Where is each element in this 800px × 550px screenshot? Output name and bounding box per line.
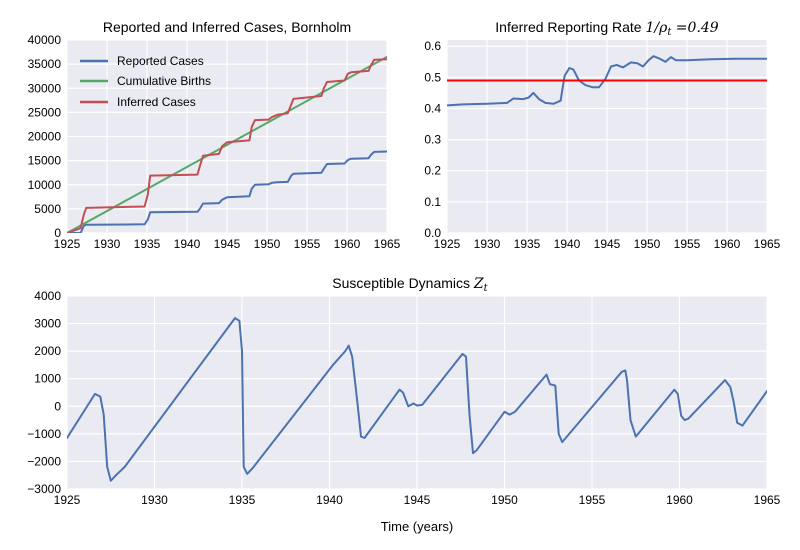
series-lines: [447, 55, 767, 107]
series-lines: [67, 55, 387, 233]
chart-title: Inferred Reporting Rate 1/ρt =0.49: [495, 19, 719, 38]
y-tick-label: 40000: [28, 33, 62, 47]
x-tick-labels: 1925 1930 1935 1940 1945 1950 1955 1960 1965: [54, 493, 781, 507]
y-tick-labels: 0 5000 10000 15000 20000 25000 30000 35000 40000: [28, 33, 62, 240]
series-line-1-0: [447, 55, 767, 107]
title-math: 1/ρ: [645, 20, 668, 36]
x-tick-label: 1940: [316, 493, 343, 507]
y-tick-label: −3000: [27, 482, 61, 496]
x-tick-label: 1965: [754, 493, 781, 507]
legend-label-reported: Reported Cases: [117, 54, 204, 68]
y-tick-label: 15000: [28, 154, 62, 168]
y-tick-label: 4000: [34, 289, 61, 303]
panel-reporting-rate: 1925 1930 1935 1940 1945 1950 1955 1960 1965 0.0…: [424, 19, 780, 251]
y-tick-labels: −3000 −2000 −1000 0 1000 2000 3000 4000: [27, 289, 61, 496]
y-tick-label: 2000: [34, 344, 61, 358]
x-tick-label: 1925: [434, 237, 461, 251]
panel-susceptible-dynamics: 1925 1930 1935 1940 1945 1950 1955 1960 1965 −30…: [27, 275, 780, 534]
series-line-0-2: [67, 58, 387, 233]
legend-label-inferred: Inferred Cases: [117, 95, 196, 109]
x-tick-label: 1925: [54, 493, 81, 507]
y-tick-label: 0.5: [424, 70, 441, 84]
x-tick-label: 1955: [674, 237, 701, 251]
grid: [66, 295, 768, 490]
x-tick-label: 1955: [294, 237, 321, 251]
y-tick-label: 5000: [34, 202, 61, 216]
x-tick-labels: 1925 1930 1935 1940 1945 1950 1955 1960 1965: [434, 237, 781, 251]
y-tick-label: 30000: [28, 81, 62, 95]
series-line-0-0: [67, 150, 387, 233]
grid: [446, 40, 768, 234]
y-tick-label: 10000: [28, 178, 62, 192]
x-tick-label: 1960: [666, 493, 693, 507]
x-tick-label: 1965: [754, 237, 781, 251]
y-tick-label: 25000: [28, 105, 62, 119]
x-tick-label: 1930: [474, 237, 501, 251]
x-tick-label: 1930: [141, 493, 168, 507]
y-tick-label: 0.4: [424, 101, 441, 115]
title-prefix: Inferred Reporting Rate: [495, 19, 645, 35]
x-tick-label: 1950: [491, 493, 518, 507]
panel-reported-inferred-cases: 1925 1930 1935 1940 1945 1950 1955 1960 1965 0 50…: [28, 19, 401, 251]
x-tick-label: 1930: [94, 237, 121, 251]
y-tick-label: 0.2: [424, 164, 441, 178]
y-tick-label: 0: [54, 226, 61, 240]
title-prefix: Susceptible Dynamics: [332, 275, 474, 291]
y-tick-label: 35000: [28, 57, 62, 71]
title-suffix: =0.49: [671, 20, 718, 36]
y-tick-label: 0.0: [424, 226, 441, 240]
x-tick-label: 1955: [579, 493, 606, 507]
y-tick-label: 0.1: [424, 195, 441, 209]
y-tick-labels: 0.0 0.1 0.2 0.3 0.4 0.5 0.6: [424, 39, 441, 240]
x-tick-label: 1945: [214, 237, 241, 251]
x-tick-label: 1940: [174, 237, 201, 251]
y-tick-label: −2000: [27, 454, 61, 468]
y-tick-label: 0: [54, 399, 61, 413]
x-tick-labels: 1925 1930 1935 1940 1945 1950 1955 1960 1965: [54, 237, 401, 251]
grid: [66, 39, 388, 234]
x-tick-label: 1945: [404, 493, 431, 507]
series-line-2-0: [67, 317, 767, 482]
x-tick-label: 1935: [134, 237, 161, 251]
x-tick-label: 1925: [54, 237, 81, 251]
x-tick-label: 1935: [229, 493, 256, 507]
x-tick-label: 1945: [594, 237, 621, 251]
x-tick-label: 1960: [714, 237, 741, 251]
y-tick-label: 0.6: [424, 39, 441, 53]
x-tick-label: 1960: [334, 237, 361, 251]
x-tick-label: 1950: [254, 237, 281, 251]
x-tick-label: 1935: [514, 237, 541, 251]
title-math: Z: [473, 276, 484, 292]
y-tick-label: 3000: [34, 317, 61, 331]
x-axis-label: Time (years): [381, 519, 453, 534]
legend-label-births: Cumulative Births: [117, 74, 211, 88]
title-subscript: t: [484, 283, 489, 294]
series-lines: [67, 317, 767, 482]
chart-title: Reported and Inferred Cases, Bornholm: [103, 19, 351, 35]
y-tick-label: 0.3: [424, 133, 441, 147]
x-tick-label: 1950: [634, 237, 661, 251]
y-tick-label: 1000: [34, 372, 61, 386]
chart-title: Susceptible Dynamics Zt: [332, 275, 488, 294]
legend: Reported Cases Cumulative Births Inferre…: [80, 54, 211, 109]
x-tick-label: 1965: [374, 237, 401, 251]
y-tick-label: 20000: [28, 130, 62, 144]
y-tick-label: −1000: [27, 427, 61, 441]
title-subscript: t: [667, 27, 672, 38]
x-tick-label: 1940: [554, 237, 581, 251]
series-line-0-1: [67, 55, 387, 233]
